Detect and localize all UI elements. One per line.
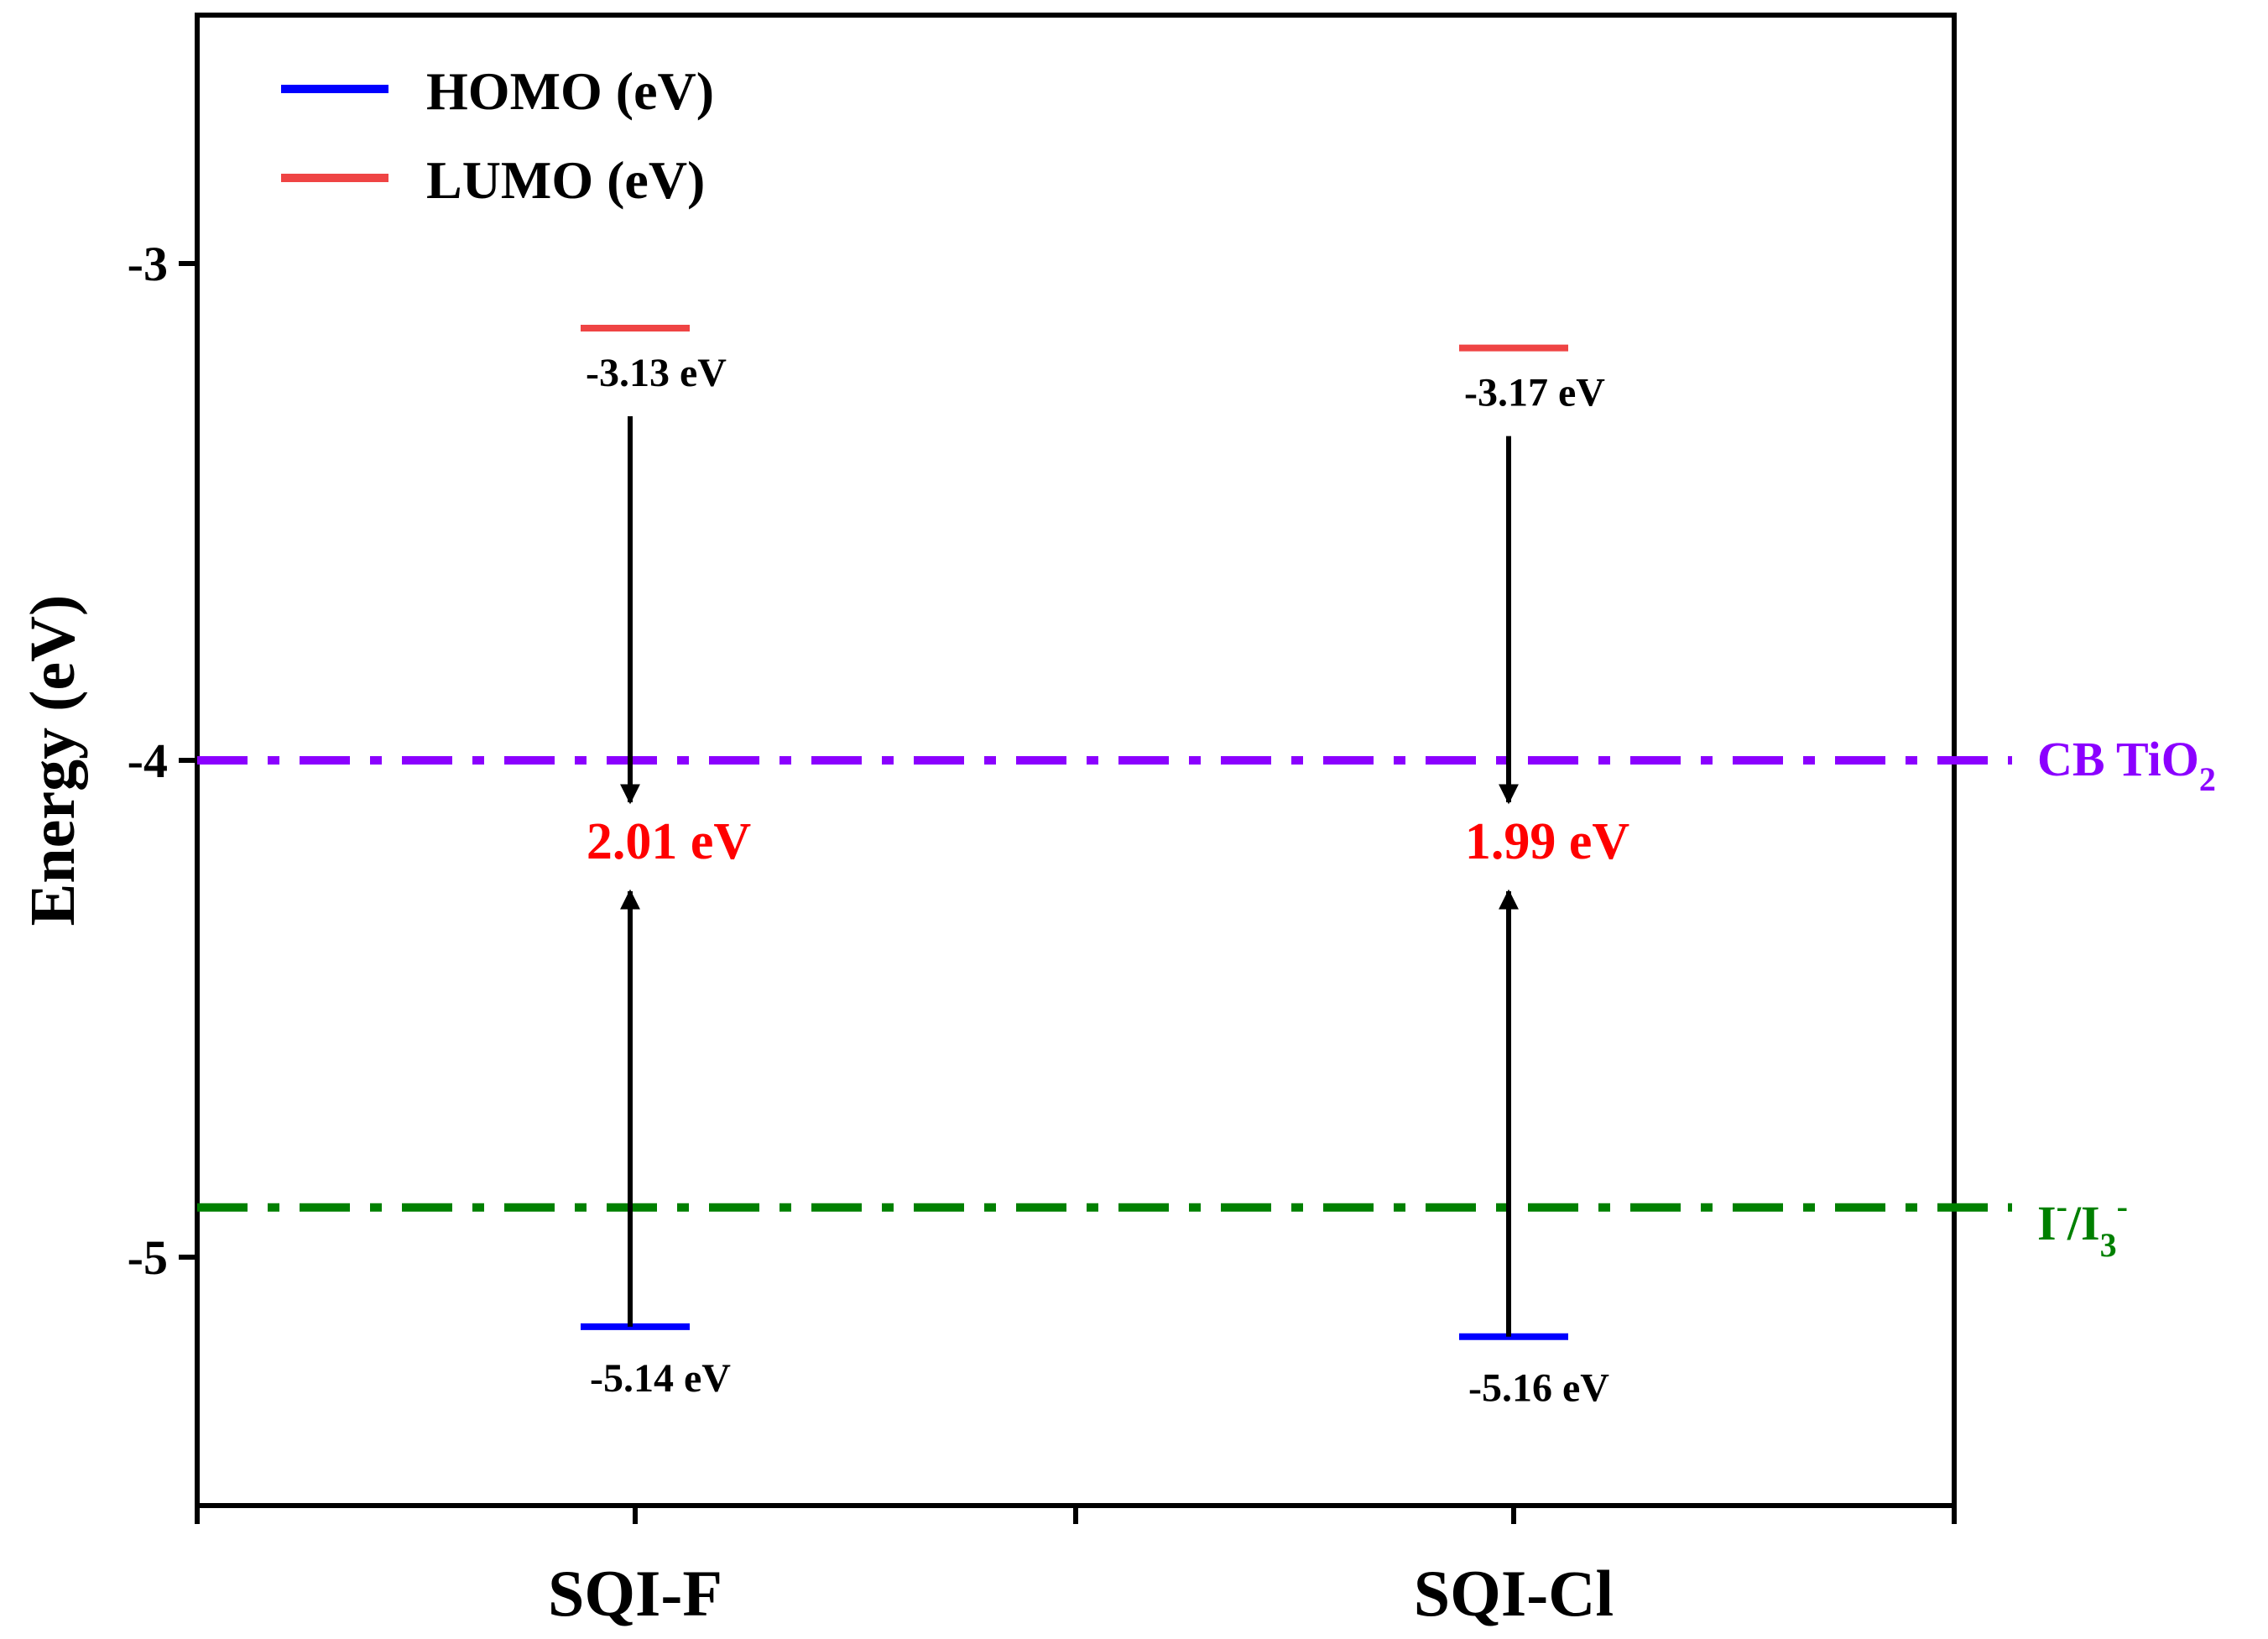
x-category-label-sqi-f: SQI-F [548,1557,722,1630]
y-tick-label: -5 [128,1230,168,1285]
y-tick-label: -3 [128,237,168,291]
y-axis-title: Energy (eV) [18,595,88,927]
x-category-label-sqi-cl: SQI-Cl [1414,1557,1614,1630]
iodide-triiodide-label: I-/I3- [2037,1187,2128,1264]
legend: HOMO (eV) LUMO (eV) [281,61,714,210]
homo-label-sqi-cl: -5.16 eV [1468,1366,1609,1411]
homo-label-sqi-f: -5.14 eV [590,1356,731,1401]
lumo-label-sqi-f: -3.13 eV [586,351,727,395]
y-tick-label: -4 [128,733,168,788]
lumo-label-sqi-cl: -3.17 eV [1464,371,1605,415]
x-axis-ticks [195,1506,1957,1524]
legend-label-homo: HOMO (eV) [426,61,714,121]
band-gap-label-sqi-cl: 1.99 eV [1465,813,1630,870]
legend-label-lumo: LUMO (eV) [426,150,705,210]
plot-frame [195,13,1957,1508]
band-gap-label-sqi-f: 2.01 eV [587,813,752,870]
y-axis-ticks [179,261,197,1260]
cb-tio2-label: CB TiO2 [2037,732,2216,798]
